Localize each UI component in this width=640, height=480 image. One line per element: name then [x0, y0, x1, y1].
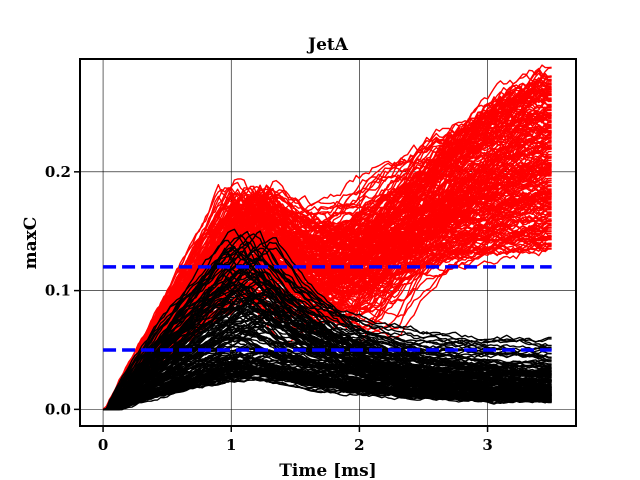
x-axis-title: Time [ms] — [279, 461, 376, 480]
series-group-black — [102, 228, 552, 411]
x-tick-label: 2 — [354, 436, 364, 454]
series-line-red — [103, 174, 552, 411]
y-tick-label: 0.0 — [45, 400, 71, 418]
series-line-black — [103, 247, 552, 411]
y-axis-title: maxC — [21, 217, 41, 270]
series-line-black — [103, 337, 552, 411]
series-line-red — [103, 191, 552, 411]
series-line-black — [103, 289, 552, 411]
series-line-red — [103, 120, 552, 411]
x-tick-label: 1 — [226, 436, 236, 454]
series-line-black — [103, 246, 552, 411]
series-line-black — [103, 324, 552, 411]
x-tick-label: 0 — [98, 436, 108, 454]
series-line-black — [103, 366, 552, 411]
series-line-red — [103, 86, 552, 411]
series-line-red — [103, 128, 552, 411]
plot-frame — [79, 58, 577, 427]
series-line-black — [103, 364, 552, 411]
series-line-black — [103, 339, 552, 411]
y-tick-label: 0.1 — [45, 282, 71, 300]
series-line-red — [103, 181, 552, 411]
y-tick-label: 0.2 — [45, 163, 71, 181]
series-line-black — [103, 250, 552, 411]
series-line-black — [103, 316, 552, 411]
chart-title: JetA — [306, 35, 349, 55]
threshold-lines — [103, 265, 552, 352]
tick-layer: 0 1 2 3 0.0 0.1 0.2 — [45, 163, 493, 454]
series-line-black — [103, 297, 552, 411]
series-line-black — [103, 373, 552, 411]
series-line-black — [103, 239, 552, 411]
series-line-black — [103, 358, 552, 411]
series-line-black — [103, 331, 552, 411]
series-group-red — [102, 64, 552, 411]
x-tick-label: 3 — [482, 436, 492, 454]
